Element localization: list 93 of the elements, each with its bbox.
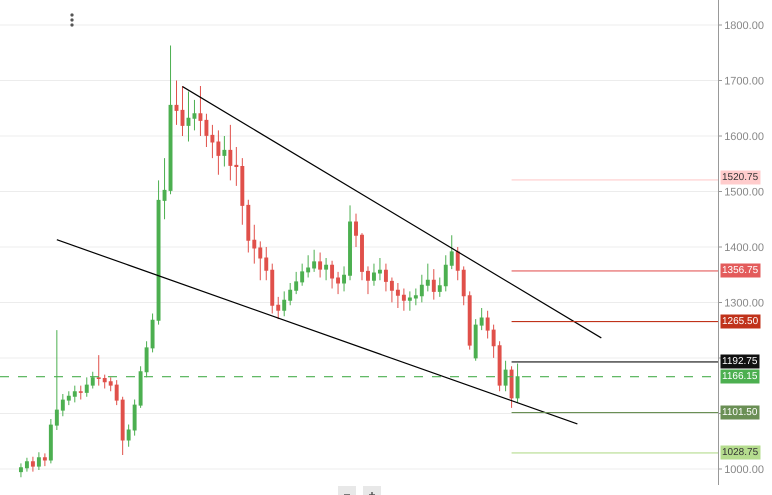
y-tick-label: 1800.00 [724, 20, 764, 32]
candlestick [228, 124, 232, 181]
candlestick [30, 456, 35, 472]
candlestick [366, 266, 370, 295]
candlestick [312, 249, 316, 272]
ref-line-label: 1520.75 [722, 172, 759, 183]
candlestick [342, 266, 346, 292]
candlestick [480, 307, 484, 331]
candlestick [258, 240, 262, 281]
candlestick [240, 158, 244, 226]
candlestick [192, 99, 196, 131]
candlestick [294, 271, 298, 295]
y-tick-label: 1500.00 [724, 186, 764, 198]
candlestick [300, 263, 304, 286]
candlestick [198, 86, 202, 136]
candlestick [186, 91, 190, 142]
candlestick [276, 296, 280, 320]
candlestick [354, 213, 358, 248]
candlestick [156, 180, 161, 326]
candlestick [408, 290, 412, 312]
candlestick [510, 366, 514, 408]
candlestick [336, 271, 340, 295]
y-tick-label: 1000.00 [724, 464, 764, 476]
candlestick [42, 452, 47, 467]
candlestick [168, 45, 172, 195]
y-tick-label: 1400.00 [724, 242, 764, 254]
candlestick [84, 376, 89, 398]
candlestick [420, 274, 424, 303]
candlestick [474, 318, 478, 362]
candlestick [174, 80, 178, 126]
candlestick [444, 254, 448, 292]
ref-line-label: 1192.75 [722, 356, 758, 367]
ref-line-label: 1028.75 [722, 447, 759, 458]
candlestick [330, 260, 334, 290]
candlestick [468, 290, 472, 350]
candlestick [432, 268, 436, 300]
candlestick [96, 354, 101, 386]
candlestick [204, 113, 208, 148]
candlestick [486, 310, 490, 339]
candlestick [234, 146, 238, 186]
ref-line-label: 1356.75 [722, 265, 759, 276]
candlestick [462, 266, 466, 306]
candlestick [222, 135, 226, 167]
candlestick [324, 258, 328, 281]
candlestick [384, 263, 388, 292]
candlestick [456, 246, 460, 281]
candlestick [66, 390, 71, 406]
candlestick [180, 86, 184, 136]
candlestick [516, 362, 520, 403]
candlestick [414, 288, 418, 306]
candlestick [390, 276, 394, 303]
candlestick [282, 290, 286, 317]
candlestick [396, 282, 400, 308]
candlestick [108, 376, 113, 392]
candlestick [78, 385, 83, 400]
candlestick [150, 313, 155, 353]
candlestick [114, 380, 119, 406]
candlestick [426, 263, 430, 292]
candlestick [378, 258, 382, 281]
candlestick [372, 263, 376, 286]
candlestick [72, 385, 77, 403]
candlestick [438, 276, 442, 298]
candlestick [246, 199, 250, 253]
candlestick [306, 254, 310, 278]
candlestick [270, 263, 274, 314]
candlestick [348, 204, 352, 281]
candlestick [252, 224, 256, 264]
candlestick [162, 158, 167, 220]
candlestick [288, 282, 292, 306]
candlestick [210, 124, 214, 159]
candlestick [492, 324, 496, 358]
y-tick-label: 1600.00 [724, 130, 764, 143]
candlestick [318, 252, 322, 278]
candlestick [450, 234, 454, 270]
candlestick [24, 457, 29, 472]
candlestick [18, 462, 23, 478]
candlestick [216, 130, 220, 176]
y-tick-label: 1700.00 [724, 75, 764, 88]
y-tick-label: 1300.00 [724, 297, 764, 310]
candlestick [360, 232, 364, 281]
candlestick [36, 452, 41, 471]
candlestick [132, 399, 137, 436]
candlestick [264, 246, 268, 281]
candlestick [402, 288, 406, 312]
ref-line-label: 1101.50 [722, 407, 758, 418]
ref-line-label: 1166.15 [722, 371, 758, 382]
candlestick [48, 418, 53, 464]
candlestick [102, 374, 107, 389]
candlestick [126, 424, 131, 448]
candlestick [498, 340, 502, 392]
ref-line-label: 1265.50 [722, 316, 759, 327]
candlestick [60, 393, 65, 417]
candlestick [120, 396, 125, 456]
